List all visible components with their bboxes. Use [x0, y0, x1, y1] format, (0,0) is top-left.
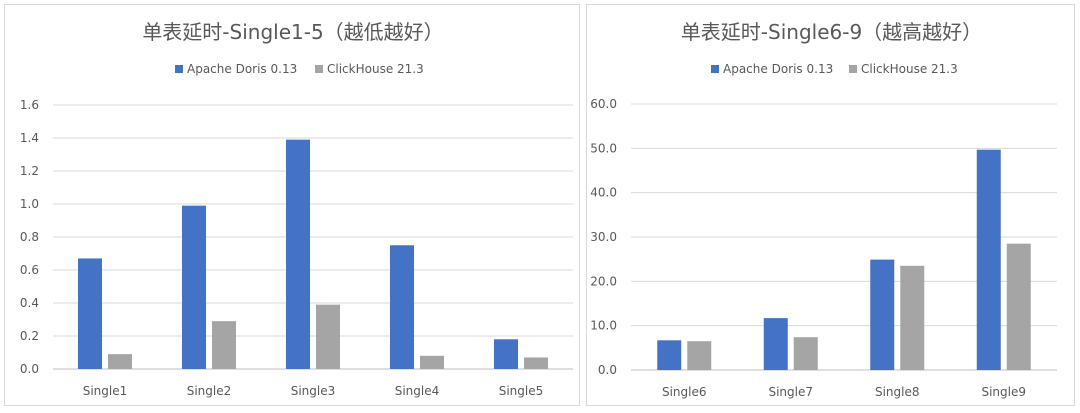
- bar-clickhouse-single9: [1006, 243, 1031, 370]
- y-tick-label: 0.0: [598, 363, 617, 377]
- chart-title: 单表延时-Single6-9（越高越好）: [681, 20, 982, 44]
- y-tick-label: 40.0: [590, 186, 617, 200]
- bar-doris-single2: [182, 205, 206, 369]
- chart-single6-9: 单表延时-Single6-9（越高越好） Apache Doris 0.13 Cli…: [590, 20, 1057, 399]
- y-tick-label: 1.2: [20, 164, 39, 178]
- y-tick-label: 0.8: [20, 230, 39, 244]
- y-tick-label: 0.2: [20, 329, 39, 343]
- legend-swatch-doris: [711, 65, 719, 73]
- legend-swatch-clickhouse: [849, 65, 857, 73]
- y-tick-label: 0.4: [20, 296, 39, 310]
- y-tick-label: 30.0: [590, 230, 617, 244]
- x-tick-label: Single6: [662, 385, 707, 399]
- y-tick-label: 10.0: [590, 319, 617, 333]
- bar-clickhouse-single2: [212, 321, 236, 369]
- legend-label-clickhouse: ClickHouse 21.3: [327, 62, 424, 76]
- y-tick-label: 0.6: [20, 263, 39, 277]
- bar-clickhouse-single5: [524, 357, 548, 369]
- bar-doris-single3: [286, 139, 310, 369]
- bar-clickhouse-single4: [420, 355, 444, 369]
- legend-label-clickhouse: ClickHouse 21.3: [861, 62, 958, 76]
- bar-clickhouse-single3: [316, 304, 340, 369]
- bar-doris-single9: [976, 149, 1001, 370]
- bar-clickhouse-single7: [793, 337, 818, 370]
- y-tick-label: 1.4: [20, 131, 39, 145]
- x-tick-label: Single1: [83, 384, 128, 398]
- bar-doris-single1: [78, 258, 102, 369]
- x-tick-label: Single7: [768, 385, 813, 399]
- chart-title: 单表延时-Single1-5（越低越好）: [142, 20, 443, 44]
- bar-doris-single8: [870, 259, 895, 370]
- bar-doris-single6: [657, 340, 682, 370]
- bar-doris-single5: [494, 339, 518, 369]
- legend-swatch-doris: [175, 65, 183, 73]
- bar-doris-single7: [763, 318, 788, 370]
- y-tick-label: 20.0: [590, 274, 617, 288]
- y-tick-label: 1.6: [20, 98, 39, 112]
- chart-single1-5: 单表延时-Single1-5（越低越好） Apache Doris 0.13 Cli…: [20, 20, 573, 398]
- bar-doris-single4: [390, 245, 414, 369]
- y-tick-label: 0.0: [20, 362, 39, 376]
- y-tick-label: 1.0: [20, 197, 39, 211]
- x-tick-label: Single2: [187, 384, 232, 398]
- bar-clickhouse-single1: [108, 354, 132, 369]
- y-tick-label: 50.0: [590, 141, 617, 155]
- legend-swatch-clickhouse: [315, 65, 323, 73]
- chart-panel-single6-9: 单表延时-Single6-9（越高越好） Apache Doris 0.13 Cli…: [586, 4, 1075, 406]
- legend-label-doris: Apache Doris 0.13: [187, 62, 297, 76]
- x-tick-label: Single8: [875, 385, 920, 399]
- bar-clickhouse-single8: [900, 265, 925, 370]
- x-tick-label: Single4: [395, 384, 440, 398]
- bar-clickhouse-single6: [687, 341, 712, 370]
- chart-panel-single1-5: 单表延时-Single1-5（越低越好） Apache Doris 0.13 Cli…: [4, 4, 580, 406]
- legend-label-doris: Apache Doris 0.13: [723, 62, 833, 76]
- x-tick-label: Single9: [981, 385, 1026, 399]
- x-tick-label: Single3: [291, 384, 336, 398]
- x-tick-label: Single5: [499, 384, 544, 398]
- y-tick-label: 60.0: [590, 97, 617, 111]
